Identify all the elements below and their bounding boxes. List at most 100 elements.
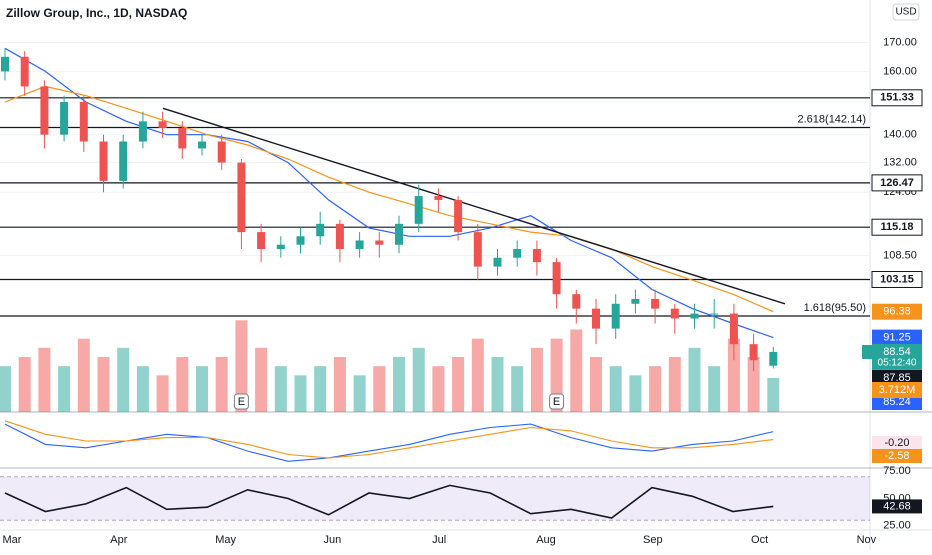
volume-bar	[18, 357, 31, 412]
y-tick-label: 160.00	[883, 65, 917, 77]
macd-badge	[872, 449, 922, 463]
candle-body	[493, 257, 502, 267]
level-label: 1.618(95.50)	[804, 302, 866, 314]
candle-body	[335, 223, 344, 250]
volume-bar	[767, 377, 780, 412]
volume-bar	[215, 357, 228, 412]
volume-bar	[727, 338, 740, 412]
volume-bar	[235, 320, 248, 412]
volume-bar	[353, 375, 366, 412]
level-label: 2.618(142.14)	[798, 113, 867, 125]
rsi-badge-label: 42.68	[883, 500, 911, 512]
rsi-tick-label: 75.00	[883, 465, 911, 477]
chart-title: Zillow Group, Inc., 1D, NASDAQ	[6, 6, 187, 20]
price-badge-label: 88.54	[883, 346, 911, 358]
volume-bar	[0, 366, 11, 412]
candle-body	[572, 294, 581, 309]
volume-bar	[452, 357, 465, 412]
candle-body	[729, 313, 738, 345]
level-badge	[871, 174, 923, 192]
moving-average	[4, 47, 774, 339]
volume-bar	[196, 366, 208, 412]
x-tick-label: Mar	[3, 534, 22, 546]
candle-body	[395, 223, 403, 245]
volume-bar	[688, 347, 701, 412]
currency[interactable]: USD	[895, 7, 916, 18]
volume-bar	[412, 347, 425, 412]
volume-bar	[97, 357, 110, 412]
volume-bar	[530, 347, 543, 412]
volume-badge-label: 3.712M	[879, 384, 916, 396]
volume-bar	[274, 366, 287, 412]
volume-bar	[609, 366, 622, 412]
moving-average	[4, 85, 774, 313]
level-badge-label: 151.33	[880, 92, 914, 104]
price-badge-label: 85.24	[883, 396, 911, 408]
volume-bar	[314, 366, 327, 412]
volume-bar	[708, 366, 721, 412]
macd-line	[4, 420, 774, 459]
candle-body	[454, 199, 463, 233]
y-tick-label: 108.50	[883, 249, 917, 261]
rsi-line	[4, 484, 774, 519]
x-tick-label: May	[215, 534, 236, 546]
candle-body	[79, 101, 88, 142]
level-badge-label: 103.15	[880, 273, 914, 285]
currency-box[interactable]	[892, 3, 920, 21]
candle-body	[631, 298, 640, 304]
volume-badge	[872, 382, 922, 398]
price-badge-label: 96.38	[883, 306, 911, 318]
x-tick-label: Oct	[751, 534, 768, 546]
candle-body	[611, 303, 620, 329]
x-tick-label: Jun	[324, 534, 342, 546]
candle-body	[513, 249, 522, 258]
level-badge-label: 115.18	[880, 221, 913, 233]
y-tick-label: 140.00	[883, 129, 917, 141]
x-tick-label: Nov	[857, 534, 877, 546]
candle-body	[532, 249, 541, 263]
price-badge	[872, 343, 922, 370]
price-badge	[872, 329, 922, 346]
candle-body	[257, 232, 266, 250]
rsi-tick-label: 25.00	[883, 520, 911, 532]
x-tick-label: Aug	[536, 534, 556, 546]
candle-body	[414, 196, 423, 224]
candle-body	[40, 86, 49, 135]
volume-bar	[511, 366, 524, 412]
candle-body	[119, 141, 128, 181]
macd-badge-label: -2.58	[884, 450, 909, 462]
candle-body	[749, 344, 758, 361]
volume-bar	[176, 357, 189, 412]
candle-body	[769, 351, 778, 366]
level-badge	[871, 218, 923, 236]
symbol-flag	[862, 345, 874, 359]
volume-bar	[294, 375, 307, 412]
volume-bar	[136, 366, 149, 412]
volume-bar	[333, 357, 346, 412]
candle-body	[138, 121, 147, 142]
macd-badge-label: -0.20	[884, 437, 909, 449]
x-tick-label: Jul	[432, 534, 446, 546]
volume-bar	[77, 338, 90, 412]
volume-bar	[668, 357, 681, 412]
candle-body	[473, 232, 482, 267]
earnings-label: E	[553, 396, 560, 408]
volume-bar	[747, 357, 760, 412]
candle-body	[552, 262, 561, 295]
candle-body	[690, 313, 699, 319]
level-badge	[871, 89, 923, 107]
volume-bar	[117, 347, 130, 412]
candle-body	[316, 223, 325, 237]
candle-body	[276, 244, 285, 250]
candle-body	[99, 141, 108, 181]
y-tick-label: 170.00	[883, 37, 917, 49]
volume-bar	[432, 366, 445, 412]
volume-bar	[491, 357, 504, 412]
volume-bar	[393, 357, 405, 412]
candle-body	[434, 196, 443, 200]
candle-body	[1, 56, 9, 72]
level-badge	[871, 271, 923, 289]
candle-body	[355, 240, 364, 250]
price-badge-label: 87.85	[883, 372, 911, 384]
candle-body	[198, 141, 206, 149]
